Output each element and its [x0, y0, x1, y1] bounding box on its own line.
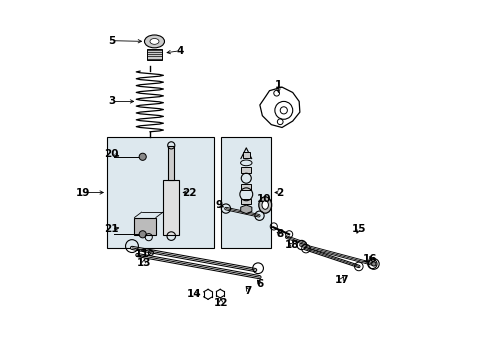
- Text: 16: 16: [362, 254, 377, 264]
- Ellipse shape: [144, 35, 164, 48]
- Text: 1: 1: [274, 80, 282, 90]
- Text: 3: 3: [108, 96, 116, 107]
- Ellipse shape: [262, 201, 268, 209]
- Text: 17: 17: [334, 275, 348, 285]
- Text: 9: 9: [216, 200, 223, 210]
- Bar: [168, 146, 174, 180]
- Bar: [241, 199, 251, 204]
- Text: 18: 18: [284, 240, 298, 250]
- Bar: [241, 184, 251, 190]
- Polygon shape: [240, 205, 251, 213]
- Bar: [134, 217, 156, 235]
- Text: 2: 2: [276, 188, 283, 198]
- Bar: [146, 49, 162, 60]
- Circle shape: [139, 153, 146, 160]
- Text: 22: 22: [182, 188, 196, 198]
- Text: 21: 21: [104, 224, 119, 234]
- Text: 6: 6: [256, 279, 263, 289]
- Bar: [242, 152, 249, 158]
- Bar: [163, 180, 179, 235]
- Text: 11: 11: [134, 249, 148, 259]
- Text: 20: 20: [104, 149, 119, 159]
- Circle shape: [371, 262, 375, 266]
- Polygon shape: [259, 87, 299, 127]
- Text: 12: 12: [213, 298, 228, 308]
- Text: 15: 15: [351, 224, 366, 234]
- Ellipse shape: [150, 39, 159, 44]
- Text: 5: 5: [108, 36, 115, 46]
- Bar: [107, 137, 214, 248]
- Bar: [241, 167, 251, 173]
- Text: 4: 4: [176, 46, 183, 56]
- Text: 8: 8: [275, 229, 283, 239]
- Text: 14: 14: [186, 289, 201, 299]
- Bar: [221, 137, 271, 248]
- Text: 13: 13: [136, 258, 151, 268]
- Text: 10: 10: [256, 194, 271, 203]
- Text: 7: 7: [244, 286, 251, 296]
- Circle shape: [139, 231, 146, 238]
- Text: 19: 19: [76, 188, 90, 198]
- Ellipse shape: [258, 197, 271, 213]
